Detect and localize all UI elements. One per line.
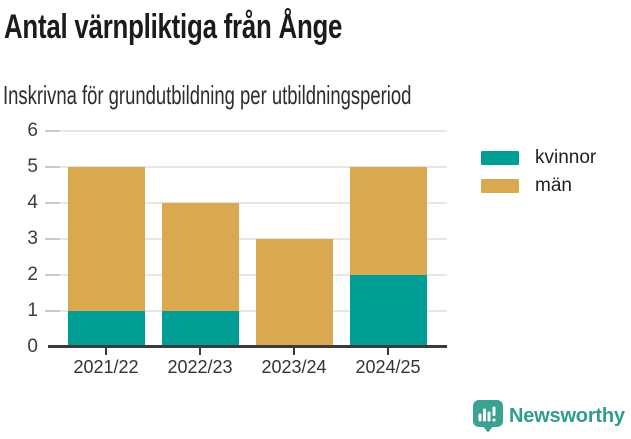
y-axis-label-2: 2: [27, 264, 38, 285]
y-axis-label-4: 4: [27, 192, 38, 213]
gridline-y1: [48, 310, 447, 312]
chart-subtitle: Inskrivna för grundutbildning per utbild…: [3, 80, 412, 110]
bar-segment-män-2021-22: [67, 167, 145, 311]
bar-segment-kvinnor-2022-23: [161, 311, 239, 347]
bar-segment-män-2024-25: [349, 167, 427, 275]
y-axis: 0 1 2 3 4 5 6: [0, 120, 40, 357]
legend-swatch-kvinnor: [481, 150, 519, 165]
x-axis-label-2021-22: 2021/22: [73, 357, 139, 377]
newsworthy-badge-icon: [473, 400, 503, 433]
bar-segment-kvinnor-2024-25: [349, 275, 427, 347]
bar-segment-män-2022-23: [161, 203, 239, 311]
chart-title: Antal värnpliktiga från Ånge: [4, 8, 343, 46]
x-axis-line: [48, 345, 447, 348]
x-tick-mark-2024-25: [387, 348, 389, 355]
y-axis-label-1: 1: [27, 300, 38, 321]
gridline-y2: [48, 274, 447, 276]
y-tick-mark-6: [45, 130, 60, 132]
gridline-y4: [48, 202, 447, 204]
newsworthy-logo-text: Newsworthy: [509, 405, 625, 427]
badge-barchart-glyph: [478, 406, 496, 422]
y-axis-label-5: 5: [27, 156, 38, 177]
x-axis-label-2023-24: 2023/24: [261, 357, 327, 377]
gridline-y3: [48, 238, 447, 240]
x-tick-mark-2021-22: [105, 348, 107, 355]
gridline-y6: [48, 130, 447, 132]
y-axis-label-3: 3: [27, 228, 38, 249]
y-tick-mark-4: [45, 202, 60, 204]
legend-item-kvinnor: kvinnor: [481, 147, 597, 168]
y-axis-label-6: 6: [27, 120, 38, 141]
x-tick-mark-2023-24: [293, 348, 295, 355]
gridline-y5: [48, 166, 447, 168]
legend-swatch-män: [481, 178, 519, 193]
y-tick-mark-2: [45, 274, 60, 276]
plot-area: 2021/22 2022/23 2023/24 2024/25: [45, 130, 447, 377]
x-axis-label-2024-25: 2024/25: [355, 357, 421, 377]
legend-label-kvinnor: kvinnor: [535, 147, 597, 168]
y-tick-mark-3: [45, 238, 60, 240]
newsworthy-logo[interactable]: Newsworthy: [473, 400, 625, 433]
x-axis-label-2022-23: 2022/23: [167, 357, 233, 377]
legend: kvinnor män: [481, 147, 597, 196]
legend-label-män: män: [535, 175, 572, 196]
y-tick-mark-5: [45, 166, 60, 168]
legend-item-män: män: [481, 175, 596, 196]
y-axis-label-0: 0: [27, 336, 38, 357]
x-tick-mark-2022-23: [199, 348, 201, 355]
bar-segment-kvinnor-2021-22: [67, 311, 145, 347]
y-tick-mark-1: [45, 310, 60, 312]
bar-segment-män-2023-24: [255, 239, 333, 347]
